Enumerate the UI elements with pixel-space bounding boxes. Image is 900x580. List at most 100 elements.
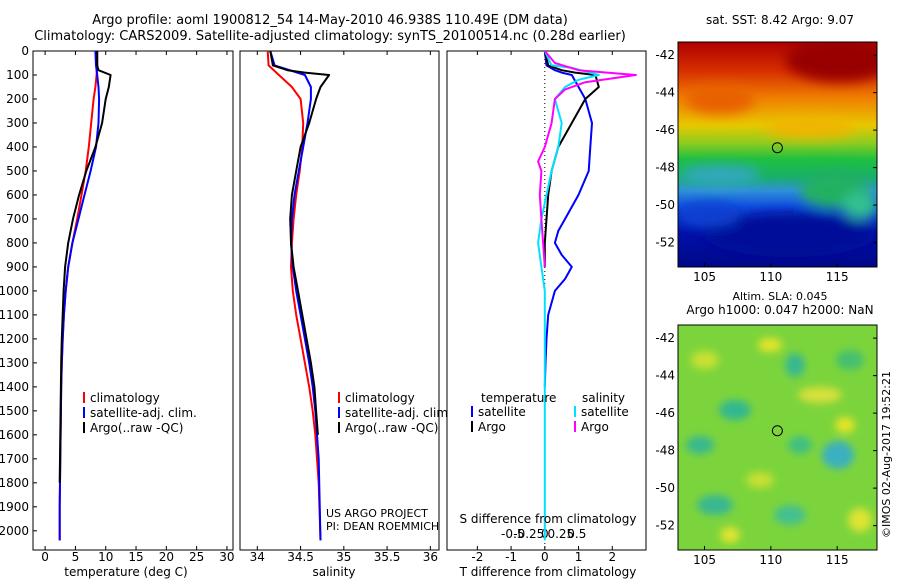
depth-tick-label: 1900: [0, 500, 29, 514]
depth-tick-label: 200: [6, 92, 29, 106]
sla-map-panel: Altim. SLA: 0.045 Argo h1000: 0.047 h200…: [655, 290, 878, 567]
x-tick-label: 5: [72, 550, 80, 564]
legend-label: satellite-adj. clim.: [345, 406, 452, 420]
map-y-tick-label: -48: [655, 444, 675, 458]
map-y-tick-label: -52: [655, 236, 675, 250]
x-tick-label: 2: [608, 550, 616, 564]
series-line-argo-raw-qc-: [58, 51, 112, 483]
x-tick-label: 0: [541, 550, 549, 564]
series-line-temperature-argo: [543, 51, 600, 267]
x-tick-label: 20: [159, 550, 174, 564]
depth-tick-label: 800: [6, 236, 29, 250]
depth-tick-label: 1200: [0, 332, 29, 346]
temperature-series: [58, 51, 112, 541]
depth-tick-label: 1700: [0, 452, 29, 466]
map-x-tick-label: 115: [826, 553, 849, 567]
s-tick-label: 0.25: [547, 527, 574, 541]
argo-float-marker: [771, 425, 783, 437]
depth-tick-label: 900: [6, 260, 29, 274]
depth-axis: 0 100 200 300 400 500 600 700 800 900 1000 1100 1200…: [0, 44, 451, 538]
map-y-tick-label: -42: [655, 48, 675, 62]
x-tick-label: 34: [250, 550, 265, 564]
depth-tick-label: 700: [6, 212, 29, 226]
sla-map-axes: 105 110 115 -42 -44 -46 -48 -50 -52: [655, 331, 877, 567]
legend-salinity-header: salinity: [582, 391, 625, 405]
x-tick-label: -1: [505, 550, 517, 564]
legend-label: climatology: [90, 391, 160, 405]
depth-tick-label: 500: [6, 164, 29, 178]
depth-tick-label: 1500: [0, 404, 29, 418]
sla-map-subtitle: Argo h1000: 0.047 h2000: NaN: [686, 303, 873, 317]
t-difference-xlabel: T difference from climatology: [459, 565, 637, 579]
depth-tick-label: 400: [6, 140, 29, 154]
legend-label: satellite-adj. clim.: [90, 406, 197, 420]
map-y-tick-label: -46: [655, 123, 675, 137]
depth-tick-label: 300: [6, 116, 29, 130]
x-tick-label: 15: [128, 550, 143, 564]
map-y-tick-label: -50: [655, 481, 675, 495]
legend-temperature-header: temperature: [481, 391, 556, 405]
map-y-tick-label: -50: [655, 198, 675, 212]
x-tick-label: -2: [471, 550, 483, 564]
map-y-tick-label: -44: [655, 86, 675, 100]
sla-map-title: Altim. SLA: 0.045: [732, 290, 827, 303]
salinity-panel: 34 34.5 35 35.5 36 climatologysatellite-adj.…: [239, 50, 452, 579]
salinity-axes-frame: [239, 50, 440, 551]
salinity-xlabel: salinity: [312, 565, 355, 579]
x-tick-label: 25: [189, 550, 204, 564]
depth-tick-label: 2000: [0, 524, 29, 538]
map-x-tick-label: 110: [759, 270, 782, 284]
depth-tick-label: 1300: [0, 356, 29, 370]
s-tick-label: -0.25: [513, 527, 544, 541]
sst-map-axes: 105 110 115 -42 -44 -46 -48 -50 -52: [655, 48, 877, 284]
figure-title-line2: Climatology: CARS2009. Satellite-adjuste…: [34, 29, 626, 44]
map-x-tick-label: 110: [759, 553, 782, 567]
legend-label: satellite: [478, 405, 526, 419]
legend-label: Argo(..raw -QC): [90, 421, 183, 435]
x-tick-label: 35: [336, 550, 351, 564]
temperature-xlabel: temperature (deg C): [64, 565, 187, 579]
depth-tick-label: 100: [6, 68, 29, 82]
s-tick-label: -0.5: [501, 527, 524, 541]
difference-series: [537, 51, 637, 541]
sla-map-frame: [677, 324, 878, 551]
x-tick-label: 35.5: [374, 550, 401, 564]
series-line-salinity-argo: [537, 51, 637, 267]
argo-float-marker: [771, 142, 783, 154]
x-tick-label: 10: [98, 550, 113, 564]
sst-map-frame: [677, 41, 878, 268]
sst-map-title: sat. SST: 8.42 Argo: 9.07: [706, 13, 854, 27]
salinity-x-axis: 34 34.5 35 35.5 36: [250, 51, 438, 564]
legend-label: satellite: [581, 405, 629, 419]
series-line-temperature-satellite: [543, 51, 593, 387]
legend-label: Argo(..raw -QC): [345, 421, 438, 435]
depth-tick-label: 600: [6, 188, 29, 202]
x-tick-label: 0: [41, 550, 49, 564]
depth-tick-label: 1400: [0, 380, 29, 394]
figure-title-line1: Argo profile: aoml 1900812_54 14-May-201…: [92, 13, 568, 28]
map-y-tick-label: -42: [655, 331, 675, 345]
project-annotation-line2: PI: DEAN ROEMMICH: [326, 520, 439, 533]
legend-label: Argo: [581, 420, 609, 434]
temperature-x-axis: 0 5 10 15 20 25 30: [41, 51, 235, 564]
map-y-tick-label: -48: [655, 161, 675, 175]
x-tick-label: 34.5: [287, 550, 314, 564]
map-x-tick-label: 115: [826, 270, 849, 284]
depth-tick-label: 1100: [0, 308, 29, 322]
depth-tick-label: 0: [21, 44, 29, 58]
depth-tick-label: 1800: [0, 476, 29, 490]
x-tick-label: 1: [575, 550, 583, 564]
salinity-series: [266, 51, 331, 541]
sst-heatmap: [678, 42, 877, 267]
series-line-argo-raw-qc-: [269, 51, 331, 435]
project-annotation-line1: US ARGO PROJECT: [326, 507, 428, 520]
difference-axes-frame: [446, 50, 647, 551]
difference-legend: temperature salinity satelliteArgosatell…: [471, 391, 629, 434]
map-y-tick-label: -44: [655, 369, 675, 383]
map-y-tick-label: -46: [655, 406, 675, 420]
